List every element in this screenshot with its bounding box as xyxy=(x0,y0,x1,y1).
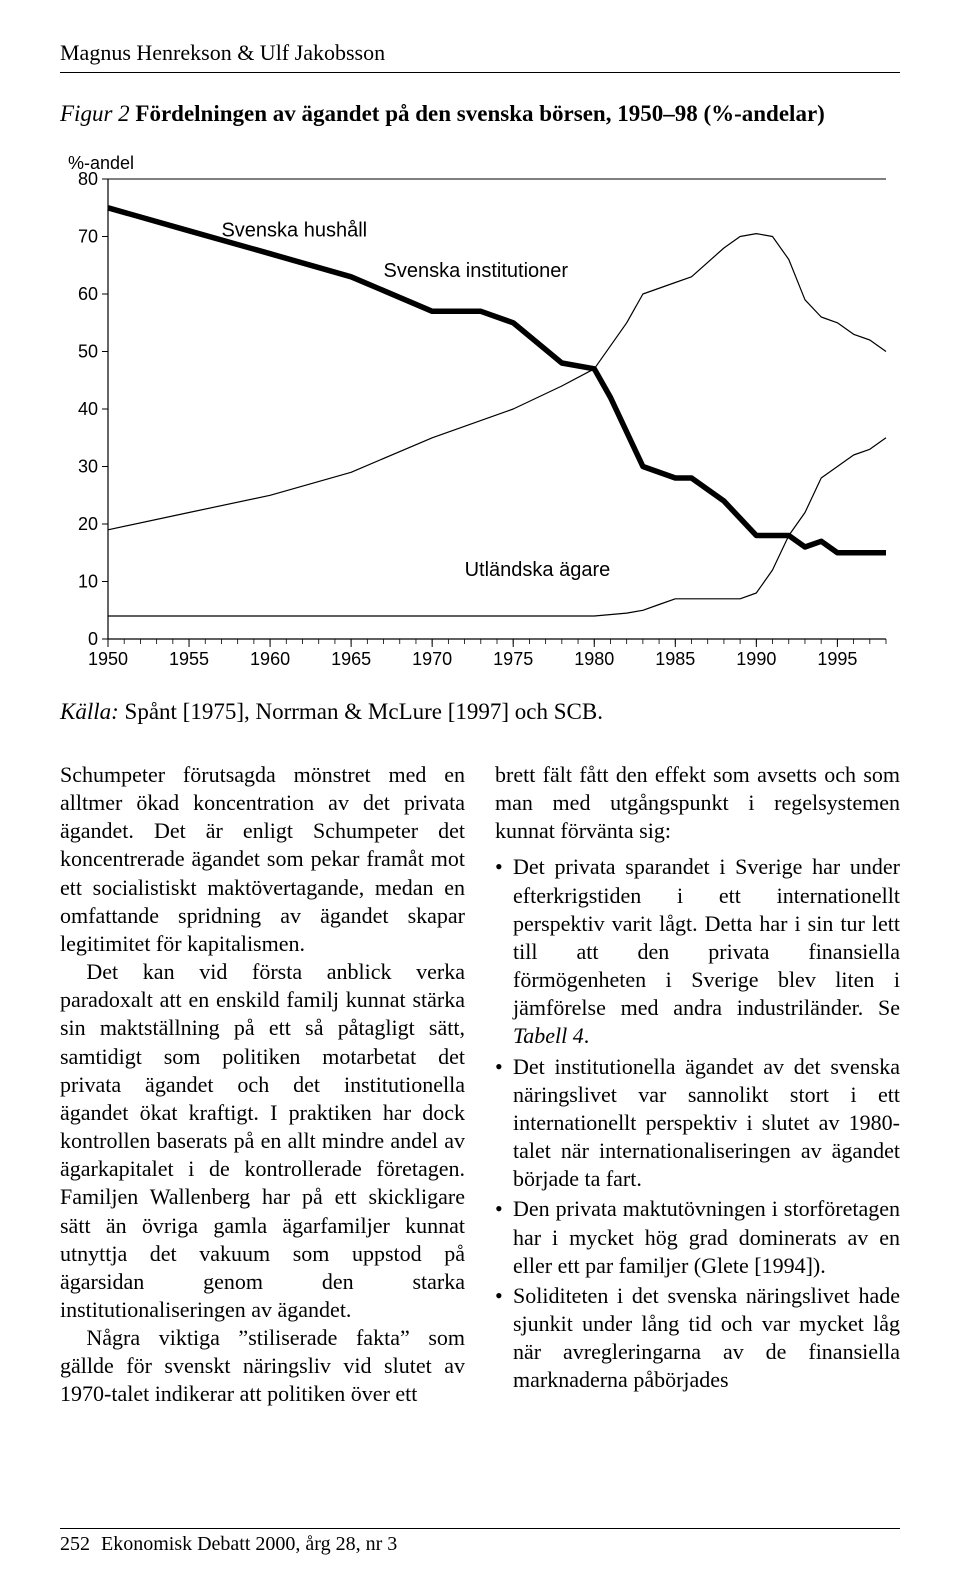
svg-text:1965: 1965 xyxy=(331,649,371,669)
body-paragraph: Det kan vid första anblick verka paradox… xyxy=(60,958,465,1324)
body-paragraph: Några viktiga ”stiliserade fakta” som gä… xyxy=(60,1324,465,1408)
footer-rule xyxy=(60,1528,900,1529)
header-authors: Magnus Henrekson & Ulf Jakobsson xyxy=(60,40,900,66)
bullet-list: Det privata sparandet i Sverige har unde… xyxy=(495,853,900,1394)
bullet-item: Soliditeten i det svenska näringslivet h… xyxy=(495,1282,900,1395)
bullet-item: Det institutionella ägandet av det svens… xyxy=(495,1053,900,1194)
svg-text:10: 10 xyxy=(78,572,98,592)
svg-text:1950: 1950 xyxy=(88,649,128,669)
footer: 252 Ekonomisk Debatt 2000, årg 28, nr 3 xyxy=(60,1528,900,1556)
source-line: Källa: Spånt [1975], Norrman & McLure [1… xyxy=(60,699,900,725)
left-column: Schumpeter förutsagda mönstret med en al… xyxy=(60,761,465,1409)
figure-label: Figur 2 xyxy=(60,101,130,126)
bullet-item: Det privata sparandet i Sverige har unde… xyxy=(495,853,900,1050)
svg-text:60: 60 xyxy=(78,284,98,304)
svg-text:0: 0 xyxy=(88,629,98,649)
svg-text:1970: 1970 xyxy=(412,649,452,669)
svg-text:1960: 1960 xyxy=(250,649,290,669)
footer-citation: Ekonomisk Debatt 2000, årg 28, nr 3 xyxy=(101,1533,397,1555)
svg-text:40: 40 xyxy=(78,399,98,419)
svg-text:30: 30 xyxy=(78,457,98,477)
right-column: brett fält fått den effekt som avsetts o… xyxy=(495,761,900,1409)
body-paragraph: Schumpeter förutsagda mönstret med en al… xyxy=(60,761,465,958)
bullet-item: Den privata maktutövningen i storföretag… xyxy=(495,1195,900,1279)
header-rule xyxy=(60,72,900,73)
figure-caption: Figur 2 Fördelningen av ägandet på den s… xyxy=(60,101,900,127)
svg-text:1980: 1980 xyxy=(574,649,614,669)
source-label: Källa: xyxy=(60,699,119,724)
svg-text:1995: 1995 xyxy=(817,649,857,669)
ownership-chart: %-andel010203040506070801950195519601965… xyxy=(60,145,900,685)
body-columns: Schumpeter förutsagda mönstret med en al… xyxy=(60,761,900,1409)
svg-text:1955: 1955 xyxy=(169,649,209,669)
body-paragraph: brett fält fått den effekt som avsetts o… xyxy=(495,761,900,845)
svg-text:Utländska ägare: Utländska ägare xyxy=(465,559,611,581)
figure-title: Fördelningen av ägandet på den svenska b… xyxy=(135,101,824,126)
svg-text:1990: 1990 xyxy=(736,649,776,669)
svg-text:Svenska institutioner: Svenska institutioner xyxy=(384,260,569,282)
page-number: 252 xyxy=(60,1533,90,1555)
svg-text:20: 20 xyxy=(78,514,98,534)
svg-text:80: 80 xyxy=(78,169,98,189)
svg-text:50: 50 xyxy=(78,342,98,362)
svg-text:70: 70 xyxy=(78,227,98,247)
chart-container: %-andel010203040506070801950195519601965… xyxy=(60,145,900,685)
source-text: Spånt [1975], Norrman & McLure [1997] oc… xyxy=(125,699,603,724)
svg-text:Svenska hushåll: Svenska hushåll xyxy=(221,220,367,242)
svg-text:1985: 1985 xyxy=(655,649,695,669)
svg-text:1975: 1975 xyxy=(493,649,533,669)
